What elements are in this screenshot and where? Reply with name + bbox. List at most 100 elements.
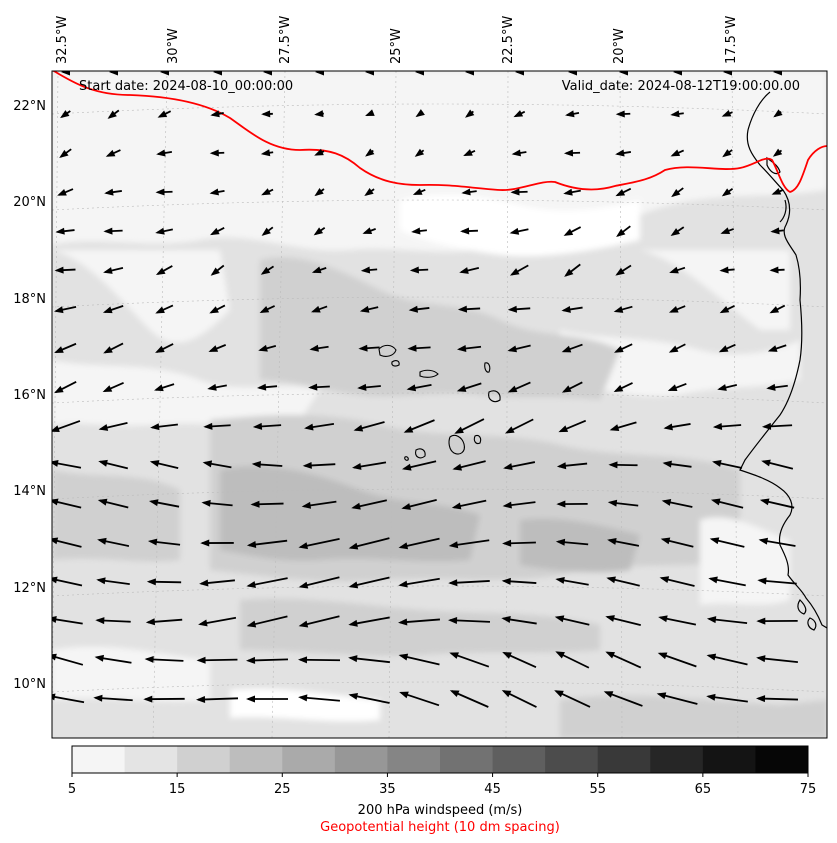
wind-arrow-head xyxy=(149,460,160,467)
wind-arrow-head xyxy=(260,266,271,275)
wind-arrow-head xyxy=(661,499,672,506)
wind-arrow-head xyxy=(720,227,731,234)
wind-arrow-head xyxy=(607,499,618,507)
wind-arrow-head xyxy=(98,424,109,431)
wind-arrow-head xyxy=(210,267,220,276)
wind-arrow-head xyxy=(556,500,566,508)
wind-arrow-head xyxy=(771,187,782,195)
wind-arrow-head xyxy=(605,651,615,659)
wind-arrow-head xyxy=(208,345,219,352)
wind-arrow-head xyxy=(563,188,573,196)
wind-arrow-head xyxy=(723,71,732,76)
colorbar-tick-label: 65 xyxy=(695,782,712,797)
lat-label: 22°N xyxy=(13,99,46,114)
wind-arrow-head xyxy=(408,305,419,313)
lon-label: 32.5°W xyxy=(55,16,70,64)
wind-arrow-head xyxy=(52,537,59,545)
wind-vector-field xyxy=(52,71,799,708)
wind-arrow-head xyxy=(501,690,512,698)
wind-arrow-head xyxy=(103,227,113,235)
wind-arrow-head xyxy=(196,656,206,664)
wind-arrow-head xyxy=(203,422,213,430)
wind-arrow-head xyxy=(398,653,409,661)
wind-arrow-head xyxy=(503,463,513,471)
wind-arrow-head xyxy=(210,110,220,118)
wind-arrow-head xyxy=(209,306,219,314)
wind-arrow-head xyxy=(670,110,680,118)
longitude-gridline xyxy=(52,71,59,738)
contour-legend-label: Geopotential height (10 dm spacing) xyxy=(320,820,560,835)
wind-arrow-head xyxy=(401,503,411,510)
longitude-gridline xyxy=(731,71,739,738)
wind-arrow-head xyxy=(671,188,681,198)
wind-arrow-head xyxy=(501,577,511,585)
wind-arrow-head xyxy=(773,71,782,76)
colorbar-tick-label: 35 xyxy=(379,782,396,797)
wind-arrow-head xyxy=(411,227,421,235)
wind-arrow-head xyxy=(656,692,667,700)
wind-arrow-head xyxy=(358,344,368,352)
wind-arrow-head xyxy=(756,695,766,703)
wind-arrow-head xyxy=(456,385,467,392)
wind-arrow-head xyxy=(258,344,268,352)
wind-arrow-head xyxy=(147,538,158,546)
wind-arrow-head xyxy=(145,618,156,626)
wind-arrow-head xyxy=(756,655,766,663)
colorbar-swatch xyxy=(650,746,704,773)
wind-arrow-head xyxy=(155,267,166,276)
geopotential-height-contour xyxy=(52,71,827,193)
wind-arrow-head xyxy=(155,306,165,314)
wind-arrow-head xyxy=(57,188,67,196)
latitude-gridline xyxy=(52,488,827,500)
wind-arrow-head xyxy=(102,306,113,314)
wind-arrow-head xyxy=(558,425,569,433)
wind-arrow-head xyxy=(710,498,721,506)
wind-arrow-head xyxy=(148,499,159,507)
wind-arrow-head xyxy=(502,651,512,659)
wind-arrow-head xyxy=(415,71,424,76)
wind-arrow-head xyxy=(709,537,720,545)
wind-arrow-head xyxy=(465,109,475,118)
wind-arrow-head xyxy=(509,268,520,276)
wind-arrow-head xyxy=(712,422,723,430)
wind-arrow-head xyxy=(365,148,375,157)
wind-arrow-head xyxy=(615,189,626,197)
wind-arrow-head xyxy=(605,615,615,622)
wind-arrow-head xyxy=(772,148,783,157)
wind-arrow-head xyxy=(143,695,153,703)
wind-arrow-head xyxy=(52,576,58,584)
wind-arrow-head xyxy=(246,541,257,548)
wind-arrow-head xyxy=(103,346,113,354)
colorbar-frame xyxy=(71,745,809,774)
wind-arrow-head xyxy=(615,149,625,157)
wind-arrow-head xyxy=(568,71,577,76)
wind-arrow-head xyxy=(719,266,729,274)
wind-arrow-head xyxy=(246,620,257,628)
colorbar-swatch xyxy=(597,746,651,773)
wind-arrow-head xyxy=(52,460,59,467)
wind-arrow-head xyxy=(773,109,783,118)
wind-arrow-head xyxy=(150,423,160,431)
wind-arrow-head xyxy=(155,345,165,353)
colorbar-swatch xyxy=(177,746,231,773)
wind-arrow-head xyxy=(298,620,309,628)
wind-arrow-head xyxy=(563,228,574,236)
wind-arrow-head xyxy=(348,619,358,627)
wind-arrow-head xyxy=(708,576,718,584)
wind-arrow-head xyxy=(359,305,370,313)
wind-arrow-head xyxy=(304,423,314,431)
wind-arrow-head xyxy=(298,656,308,664)
lat-label: 10°N xyxy=(13,677,46,692)
wind-arrow-head xyxy=(96,577,106,585)
colorbar-swatch xyxy=(545,746,599,773)
wind-arrow-head xyxy=(105,149,116,157)
lat-label: 14°N xyxy=(13,484,46,499)
wind-arrow-head xyxy=(616,228,626,238)
wind-arrow-head xyxy=(94,654,105,662)
wind-arrow-head xyxy=(398,542,409,550)
wind-arrow-head xyxy=(357,383,367,391)
wind-arrow-head xyxy=(454,426,464,434)
wind-arrow-head xyxy=(717,384,727,391)
windspeed-colorbar xyxy=(72,746,809,773)
wind-arrow-head xyxy=(52,653,57,661)
